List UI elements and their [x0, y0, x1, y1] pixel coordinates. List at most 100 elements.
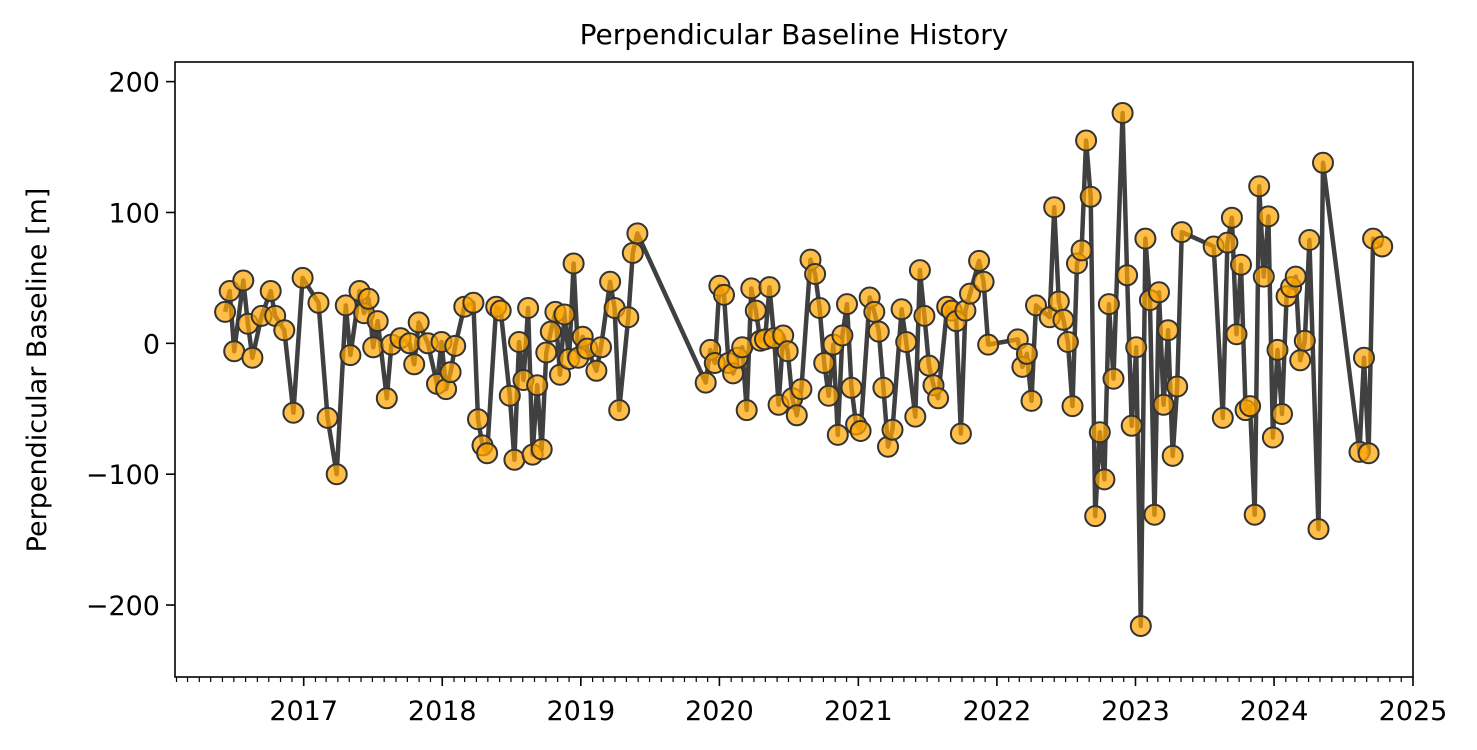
- y-tick-label: 100: [108, 198, 160, 229]
- data-point: [1357, 442, 1380, 465]
- y-axis: 200 100 0 −100 −200: [86, 68, 175, 622]
- data-point: [1230, 253, 1252, 276]
- data-point: [1371, 235, 1394, 258]
- data-point: [1271, 403, 1293, 425]
- x-tick-label: 2024: [1240, 696, 1309, 727]
- data-point: [867, 320, 890, 343]
- data-point: [1093, 468, 1116, 491]
- data-point: [1125, 336, 1148, 359]
- data-point: [776, 340, 799, 363]
- data-point: [826, 423, 849, 446]
- data-point: [508, 331, 530, 353]
- data-point: [785, 404, 808, 427]
- data-point: [831, 324, 854, 347]
- data-point: [977, 333, 1000, 356]
- y-tick-label: 200: [108, 68, 160, 99]
- data-point: [282, 401, 305, 424]
- y-tick-label: −200: [86, 591, 160, 622]
- data-point: [804, 263, 827, 285]
- data-point: [890, 298, 913, 321]
- data-point: [1043, 196, 1066, 219]
- axes-frame: [174, 61, 1414, 678]
- data-point: [740, 277, 763, 300]
- data-point: [366, 310, 389, 333]
- data-point: [403, 353, 426, 376]
- data-point: [1239, 395, 1262, 418]
- data-point: [439, 361, 462, 384]
- data-point: [904, 405, 927, 428]
- data-point: [1047, 290, 1070, 313]
- x-tick-label: 2022: [963, 696, 1032, 727]
- data-point: [1353, 346, 1375, 369]
- data-point: [1015, 342, 1038, 365]
- data-point: [398, 332, 421, 355]
- data-point: [530, 438, 553, 461]
- data-point: [1102, 367, 1125, 390]
- x-tick-label: 2025: [1379, 696, 1448, 727]
- data-point: [1289, 349, 1312, 372]
- data-point: [949, 422, 972, 445]
- data-point: [1116, 264, 1139, 287]
- data-point: [817, 384, 840, 407]
- data-point: [503, 448, 526, 471]
- data-point: [849, 420, 872, 442]
- data-point: [517, 297, 540, 319]
- data-point: [526, 374, 549, 397]
- data-point: [357, 287, 380, 310]
- data-point: [972, 270, 995, 293]
- data-point: [1170, 221, 1193, 244]
- data-point: [259, 280, 282, 302]
- data-point: [881, 418, 904, 441]
- y-tick-label: 0: [143, 329, 160, 360]
- data-point: [1307, 518, 1330, 541]
- y-axis-label: Perpendicular Baseline [m]: [22, 188, 53, 553]
- data-point: [1257, 205, 1280, 228]
- data-point: [325, 463, 348, 486]
- x-axis: 2017 2018 2019 2020 2021 2022 2023 2024 2025: [175, 677, 1448, 727]
- chart-title: Perpendicular Baseline History: [580, 18, 1009, 51]
- data-point: [1166, 375, 1189, 398]
- data-point: [590, 336, 612, 359]
- data-point: [1061, 395, 1084, 418]
- data-point: [863, 300, 886, 323]
- data-point: [968, 249, 991, 272]
- data-point: [1088, 421, 1111, 444]
- data-point: [539, 320, 562, 343]
- data-point: [241, 346, 264, 369]
- data-point: [790, 378, 813, 401]
- data-point: [1075, 129, 1098, 152]
- x-tick-label: 2019: [546, 696, 615, 727]
- data-point: [1216, 231, 1239, 254]
- x-tick-label: 2023: [1101, 696, 1170, 727]
- data-point: [1157, 319, 1180, 342]
- data-point: [1084, 505, 1107, 528]
- data-point: [1070, 239, 1093, 262]
- data-point: [1025, 294, 1047, 317]
- data-point: [1266, 338, 1289, 361]
- data-point: [1052, 308, 1075, 331]
- data-point: [334, 294, 357, 317]
- data-point: [617, 306, 640, 329]
- data-point: [608, 399, 631, 422]
- data-point: [291, 266, 314, 289]
- data-point: [407, 311, 430, 334]
- data-point: [1225, 323, 1248, 346]
- y-tick-label: −100: [86, 460, 160, 491]
- plot-area: [214, 102, 1394, 637]
- data-point: [713, 283, 735, 306]
- data-point: [1056, 331, 1079, 353]
- data-point: [232, 269, 255, 292]
- data-point: [808, 297, 831, 319]
- data-point: [1148, 281, 1170, 304]
- data-point: [444, 334, 467, 357]
- data-point: [1284, 265, 1307, 288]
- data-point: [362, 336, 385, 359]
- data-point: [731, 336, 754, 359]
- data-point: [467, 408, 489, 431]
- x-tick-label: 2018: [408, 696, 477, 727]
- data-point: [1120, 414, 1143, 437]
- data-point: [872, 376, 895, 399]
- data-point: [1134, 227, 1157, 250]
- data-point: [1298, 229, 1321, 251]
- data-point: [1293, 329, 1316, 352]
